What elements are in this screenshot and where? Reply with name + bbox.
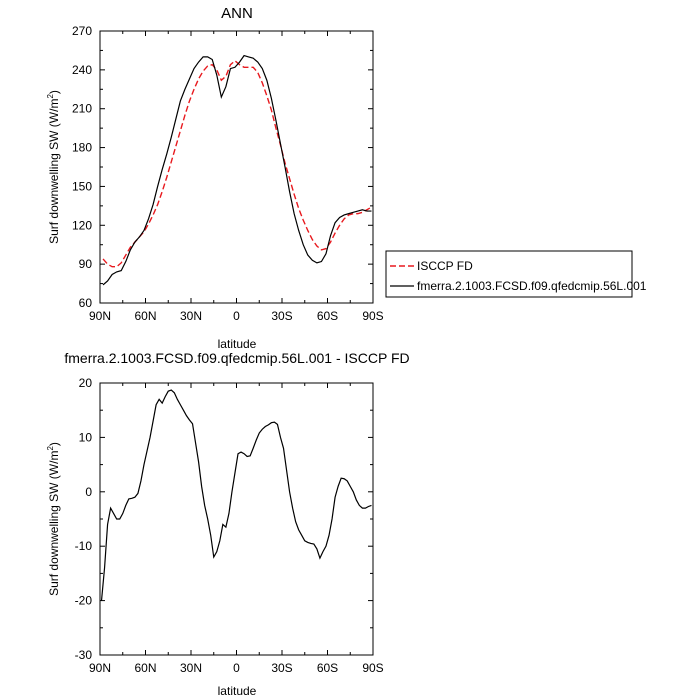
top-y-axis-label: Surf downwelling SW (W/m2) <box>46 90 61 244</box>
bottom-series-lines <box>100 389 372 601</box>
legend: ISCCP FD fmerra.2.1003.FCSD.f09.qfedcmip… <box>385 250 647 298</box>
top-x-tick-label: 30N <box>180 309 202 323</box>
top-y-tick-label: 180 <box>72 141 92 155</box>
top-y-tick-label: 90 <box>79 257 93 271</box>
top-series-line-0 <box>102 59 372 268</box>
top-plot-frame <box>99 30 374 304</box>
bottom-x-tick-label: 90N <box>89 661 111 675</box>
top-axis-ticks: 90N 60N 30N 0 30S 60S 90S 60 90 120 150 180 210 240 27… <box>72 24 384 323</box>
top-y-tick-label: 60 <box>79 296 93 310</box>
bottom-x-tick-label: 30S <box>271 661 292 675</box>
bottom-y-tick-label: 10 <box>79 430 93 444</box>
legend-box <box>385 250 633 298</box>
top-y-axis-label-main: Surf downwelling SW (W/m <box>47 99 61 244</box>
top-y-axis-label-tail: ) <box>47 90 61 94</box>
top-y-axis-label-sup: 2 <box>46 94 55 99</box>
top-chart-title: ANN <box>221 5 253 22</box>
bottom-axis-ticks: 90N 60N 30N 0 30S 60S 90S -30 -20 -10 0 10 20 <box>75 376 384 675</box>
bottom-x-tick-label: 30N <box>180 661 202 675</box>
bottom-y-tick-label: 20 <box>79 376 93 390</box>
legend-label-isccp: ISCCP FD <box>417 259 473 273</box>
bottom-panel: fmerra.2.1003.FCSD.f09.qfedcmip.56L.001 … <box>46 350 410 698</box>
bottom-chart-title: fmerra.2.1003.FCSD.f09.qfedcmip.56L.001 … <box>64 350 409 366</box>
top-series-line-1 <box>102 54 372 286</box>
legend-label-model: fmerra.2.1003.FCSD.f09.qfedcmip.56L.001 <box>417 279 647 293</box>
bottom-x-axis-label: latitude <box>218 684 257 698</box>
top-y-tick-label: 270 <box>72 24 92 38</box>
bottom-x-tick-label: 90S <box>362 661 383 675</box>
top-panel: ANN 90N 60N 30N 0 30S 60S 90S 60 90 120 150 180 210 2… <box>46 5 384 351</box>
top-y-tick-label: 210 <box>72 102 92 116</box>
bottom-series-line-0 <box>100 389 372 601</box>
bottom-y-tick-label: -10 <box>75 539 93 553</box>
top-y-tick-label: 150 <box>72 179 92 193</box>
top-x-tick-label: 90S <box>362 309 383 323</box>
bottom-y-axis-label-tail: ) <box>47 442 61 446</box>
bottom-x-tick-label: 60N <box>134 661 156 675</box>
top-x-tick-label: 0 <box>233 309 240 323</box>
top-x-tick-label: 60N <box>134 309 156 323</box>
top-series-lines <box>102 54 372 286</box>
top-x-tick-label: 90N <box>89 309 111 323</box>
bottom-y-axis-label-sup: 2 <box>46 446 55 451</box>
top-y-tick-label: 120 <box>72 218 92 232</box>
bottom-y-axis-label-main: Surf downwelling SW (W/m <box>47 451 61 596</box>
bottom-y-tick-label: -20 <box>75 594 93 608</box>
bottom-y-axis-label: Surf downwelling SW (W/m2) <box>46 442 61 596</box>
top-x-axis-label: latitude <box>218 337 257 351</box>
top-x-tick-label: 60S <box>317 309 338 323</box>
top-y-tick-label: 240 <box>72 63 92 77</box>
top-x-tick-label: 30S <box>271 309 292 323</box>
bottom-plot-frame <box>99 382 374 656</box>
bottom-x-tick-label: 0 <box>233 661 240 675</box>
bottom-y-tick-label: 0 <box>85 485 92 499</box>
bottom-y-tick-label: -30 <box>75 648 93 662</box>
bottom-x-tick-label: 60S <box>317 661 338 675</box>
